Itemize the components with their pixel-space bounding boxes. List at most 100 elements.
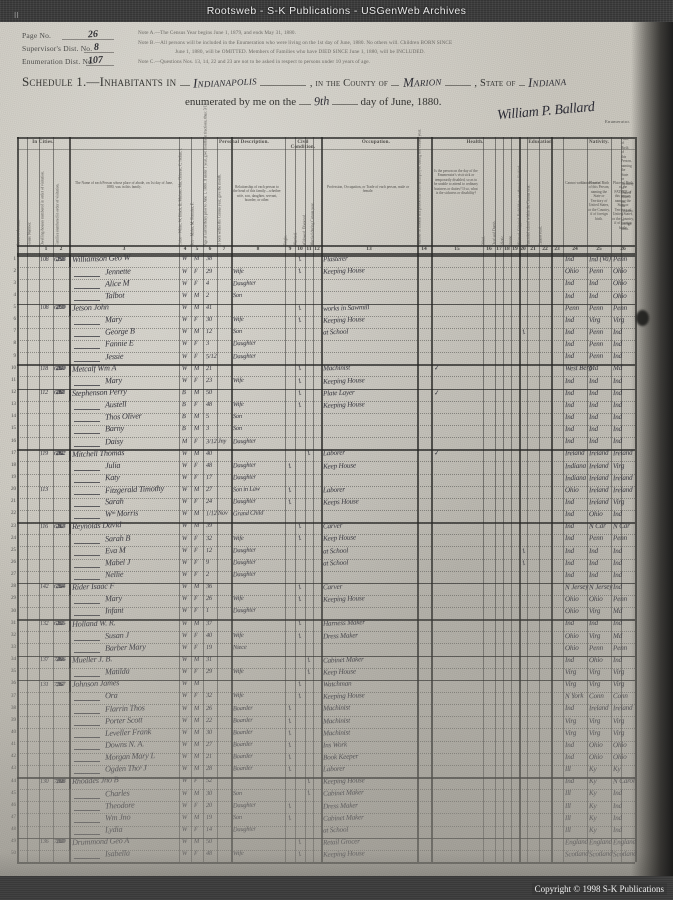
cell-street: 119	[39, 449, 49, 457]
cell-color: W	[181, 498, 188, 506]
cell-birthplace: Ind	[564, 327, 575, 337]
cell-occupation: Laborer	[322, 449, 346, 458]
cell-color: B	[181, 413, 186, 421]
cell-name: Austell	[104, 399, 127, 410]
cell-name: Sarah B	[104, 533, 131, 544]
cell-street: 116	[39, 522, 49, 530]
cell-father-birthplace: Ind	[588, 424, 599, 434]
cell-relationship: Son	[232, 425, 243, 433]
cell-sex: F	[193, 376, 198, 384]
cell-name: Barny	[104, 423, 125, 434]
cell-color: W	[181, 813, 188, 821]
cell-relationship: Daughter	[232, 461, 257, 470]
cell-name: Flarrin Thos	[104, 702, 145, 714]
column-number: 23	[554, 246, 560, 252]
cell-color: W	[181, 728, 188, 736]
column-header: Place of Birth of the FATHER of this per…	[612, 181, 634, 230]
ditto-underline	[74, 603, 100, 605]
cell-mother-birthplace: Ireland	[612, 704, 633, 713]
column-header: Insane.	[508, 234, 513, 246]
cell-color: W	[181, 510, 188, 518]
cell-relationship: Son	[232, 813, 243, 821]
column-number: 5	[195, 246, 199, 252]
cell-occupation: at School	[322, 825, 349, 835]
cell-birthplace: Ind	[564, 376, 575, 385]
cell-age: 5	[205, 413, 210, 421]
row-number: 1	[13, 256, 17, 262]
cell-relationship: Son	[232, 291, 243, 299]
cell-father-birthplace: Virg	[588, 607, 601, 616]
cell-relationship: Boarder	[232, 728, 253, 737]
cell-occupation: Keep House	[322, 667, 357, 677]
cell-birthplace: Ind	[564, 497, 575, 507]
cell-mother-birthplace: Virg	[612, 667, 625, 677]
cell-age: 37	[205, 619, 213, 627]
scan-artifact	[636, 310, 649, 326]
row-number: 40	[11, 729, 16, 735]
cell-color: W	[181, 838, 188, 846]
column-number: 22	[542, 246, 548, 252]
cell-sex: F	[193, 558, 198, 566]
note-c: Note C.—Questions Nos. 13, 14, 22 and 23…	[138, 59, 371, 65]
cell-birthplace: Ind	[564, 279, 575, 288]
ditto-underline	[74, 761, 100, 763]
banner-left-mark: II	[14, 11, 19, 20]
cell-age: 26	[205, 595, 213, 603]
cell-mother-birthplace: Scotland	[612, 849, 637, 859]
cell-mother-birthplace: Virg	[612, 728, 625, 737]
column-number: 4	[183, 246, 187, 252]
ditto-underline	[74, 518, 100, 520]
cell-birthplace: Ind	[564, 291, 575, 300]
row-number: 42	[11, 754, 16, 760]
column-header: If born within the Census year, give the…	[217, 174, 222, 246]
column-header: Relationship of each person to the head …	[233, 185, 281, 203]
column-header: Is the person on the day of the Enumerat…	[433, 169, 478, 196]
column-group-header: Occupation.	[361, 140, 391, 145]
cell-occupation: Watchman	[322, 679, 352, 689]
cell-father-birthplace: Penn	[588, 339, 604, 349]
cell-mother-birthplace: Ireland	[612, 473, 633, 483]
column-number: 12	[314, 246, 320, 252]
cell-sex: M	[193, 255, 200, 263]
cell-birthplace: Indiana	[564, 461, 587, 470]
column-number: 20	[520, 246, 526, 252]
ditto-underline	[74, 724, 100, 726]
column-number: 8	[256, 246, 260, 252]
census-table: In Cities. Personal Description. Civil Con…	[11, 103, 637, 864]
cell-father-birthplace: Virg	[588, 728, 601, 737]
cell-sex: M	[193, 716, 200, 724]
cell-birthplace: Ind	[564, 655, 575, 664]
cell-father-birthplace: Ind	[588, 437, 599, 446]
column-header: Dwelling-houses numbered in order of vis…	[40, 170, 45, 246]
ditto-underline	[74, 421, 100, 423]
row-number: 7	[13, 329, 17, 335]
row-number: 20	[11, 487, 16, 493]
row-number: 23	[11, 523, 16, 529]
cell-street: 131	[39, 680, 49, 688]
cell-sex: F	[193, 352, 198, 360]
row-number: 46	[11, 802, 16, 808]
row-number: 34	[11, 657, 16, 663]
column-header: Age at last birthday prior to June 1, 18…	[203, 102, 208, 246]
cell-age: 27	[205, 485, 213, 494]
cell-occupation: Cabinet Maker	[322, 655, 364, 665]
cell-mother-birthplace: Virg	[612, 315, 625, 325]
cell-birthplace: Ill	[564, 801, 571, 810]
ditto-underline	[74, 542, 100, 544]
cell-father-birthplace: Ind	[588, 546, 599, 555]
row-number: 24	[11, 535, 16, 541]
cell-age: 32	[205, 692, 213, 700]
cell-father-birthplace: Ind	[588, 412, 599, 422]
cell-relationship: Boarder	[232, 704, 253, 712]
column-header: Widowed, Divorced.	[302, 214, 307, 246]
cell-name: Eva M	[104, 545, 126, 556]
cell-sex: M	[193, 740, 200, 749]
cell-color: W	[181, 583, 188, 591]
cell-mother-birthplace: Conn	[612, 691, 628, 701]
row-number: 8	[13, 341, 17, 347]
cell-relationship: Daughter	[232, 473, 257, 482]
cell-sex: M	[193, 813, 200, 821]
cell-relationship: Wife	[232, 850, 244, 858]
cell-age: 21	[205, 753, 213, 761]
cell-occupation: Machinist	[322, 728, 351, 738]
